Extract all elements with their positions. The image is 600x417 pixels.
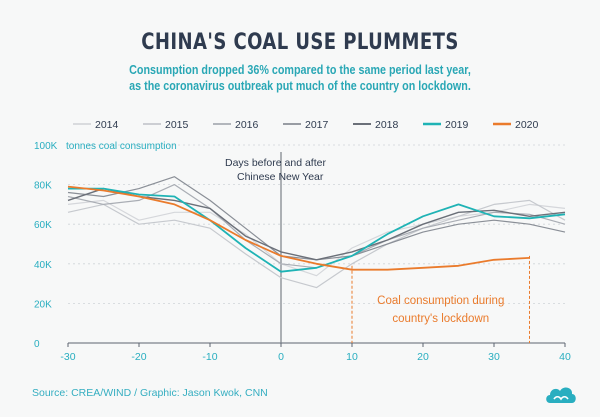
chart-subtitle: Consumption dropped 36% compared to the … (42, 62, 558, 94)
legend-label-2016: 2016 (235, 119, 259, 131)
x-tick-label: 0 (278, 351, 284, 363)
x-tick-label: 40 (559, 351, 571, 363)
series-line-2014 (67, 199, 566, 277)
y-tick-label: 60K (34, 220, 52, 231)
x-tick-label: 10 (346, 351, 358, 363)
y-tick-label: 20K (34, 299, 52, 310)
x-tick-label: -20 (131, 351, 146, 363)
x-tick-label: 30 (488, 351, 500, 363)
y-axis-label: tonnes coal consumption (66, 141, 177, 152)
y-tick-label: 40K (34, 260, 52, 271)
new-year-label-2: Chinese New Year (237, 171, 324, 183)
x-tick-label: -10 (202, 351, 217, 363)
lockdown-label-1: Coal consumption during (377, 295, 504, 307)
legend-label-2017: 2017 (305, 119, 329, 131)
legend-label-2015: 2015 (165, 119, 189, 131)
x-tick-label: -30 (60, 351, 75, 363)
series-line-2018 (67, 187, 566, 261)
y-tick-label: 100K (34, 141, 58, 152)
series-line-2019 (68, 187, 566, 273)
series-line-2015 (67, 199, 566, 289)
series-line-2020 (67, 185, 530, 271)
subtitle-line-1: Consumption dropped 36% compared to the … (129, 63, 471, 77)
y-tick-label: 80K (34, 181, 52, 192)
legend-label-2020: 2020 (515, 119, 539, 131)
legend-label-2018: 2018 (375, 119, 399, 131)
new-year-label-1: Days before and after (225, 157, 326, 169)
source-credit: Source: CREA/WIND / Graphic: Jason Kwok,… (32, 387, 268, 399)
cnn-cloud-icon (546, 387, 576, 403)
legend-label-2019: 2019 (445, 119, 469, 131)
chart-title: CHINA'S COAL USE PLUMMETS (141, 30, 459, 55)
legend-label-2014: 2014 (95, 119, 119, 131)
series-line-2017 (67, 176, 566, 261)
subtitle-line-2: as the coronavirus outbreak put much of … (129, 79, 471, 93)
lockdown-label-2: country's lockdown (392, 313, 489, 325)
x-tick-label: 20 (417, 351, 429, 363)
y-tick-label: 0 (34, 339, 40, 350)
